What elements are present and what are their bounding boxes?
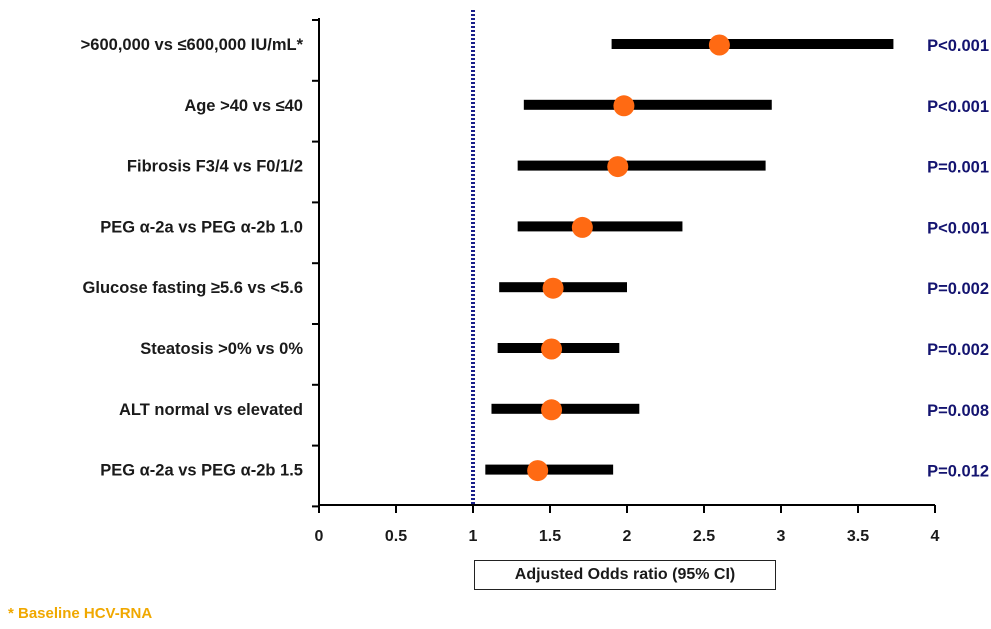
forest-row: >600,000 vs ≤600,000 IU/mL* P<0.001 xyxy=(81,34,989,56)
row-label: ALT normal vs elevated xyxy=(119,401,303,419)
row-label: Fibrosis F3/4 vs F0/1/2 xyxy=(127,158,303,176)
ci-bar xyxy=(491,403,640,414)
row-label: Age >40 vs ≤40 xyxy=(184,97,303,115)
forest-row: Age >40 vs ≤40 P<0.001 xyxy=(184,95,989,117)
x-tick-label: 2 xyxy=(623,528,632,545)
ci-bar xyxy=(523,99,772,110)
p-value-label: P=0.008 xyxy=(927,402,989,420)
x-tick-label: 4 xyxy=(931,528,940,545)
x-tick-label: 0.5 xyxy=(385,528,407,545)
x-axis-label: Adjusted Odds ratio (95% CI) xyxy=(514,566,736,583)
x-axis-label-box: Adjusted Odds ratio (95% CI) xyxy=(474,560,776,590)
ci-bar xyxy=(485,464,614,475)
odds-ratio-point xyxy=(708,34,730,56)
x-tick-label: 1 xyxy=(469,528,478,545)
p-value-label: P=0.002 xyxy=(927,280,989,298)
footnote: * Baseline HCV-RNA xyxy=(8,605,153,622)
odds-ratio-point xyxy=(541,399,563,421)
x-tick-labels: 0 0.5 1 1.5 2 2.5 3 3.5 4 xyxy=(315,528,940,545)
p-value-label: P<0.001 xyxy=(927,37,989,55)
p-value-label: P<0.001 xyxy=(927,98,989,116)
ci-bar xyxy=(517,160,766,171)
row-label: Glucose fasting ≥5.6 vs <5.6 xyxy=(83,279,303,297)
forest-row: Steatosis >0% vs 0% P=0.002 xyxy=(140,338,989,360)
row-label: >600,000 vs ≤600,000 IU/mL* xyxy=(81,36,304,54)
odds-ratio-point xyxy=(541,338,563,360)
p-value-label: P<0.001 xyxy=(927,219,989,237)
forest-row: Fibrosis F3/4 vs F0/1/2 P=0.001 xyxy=(127,156,989,178)
odds-ratio-point xyxy=(542,277,564,299)
p-value-label: P=0.002 xyxy=(927,341,989,359)
odds-ratio-point xyxy=(571,216,593,238)
forest-row: PEG α-2a vs PEG α-2b 1.0 P<0.001 xyxy=(100,216,989,238)
row-label: Steatosis >0% vs 0% xyxy=(140,340,303,358)
forest-row: Glucose fasting ≥5.6 vs <5.6 P=0.002 xyxy=(83,277,989,299)
ci-bar xyxy=(611,39,894,49)
x-tick-label: 2.5 xyxy=(693,528,715,545)
ci-bar xyxy=(517,221,683,232)
x-tick-label: 0 xyxy=(315,528,324,545)
x-tick-label: 3 xyxy=(777,528,786,545)
p-value-label: P=0.001 xyxy=(927,159,989,177)
x-tick-label: 3.5 xyxy=(847,528,869,545)
odds-ratio-point xyxy=(607,156,629,178)
axes xyxy=(312,18,936,513)
odds-ratio-point xyxy=(527,460,549,482)
p-value-label: P=0.012 xyxy=(927,463,989,481)
row-label: PEG α-2a vs PEG α-2b 1.0 xyxy=(100,218,303,236)
row-label: PEG α-2a vs PEG α-2b 1.5 xyxy=(100,462,303,480)
forest-row: ALT normal vs elevated P=0.008 xyxy=(119,399,989,421)
x-tick-label: 1.5 xyxy=(539,528,561,545)
odds-ratio-point xyxy=(613,95,635,117)
forest-row: PEG α-2a vs PEG α-2b 1.5 P=0.012 xyxy=(100,460,989,482)
